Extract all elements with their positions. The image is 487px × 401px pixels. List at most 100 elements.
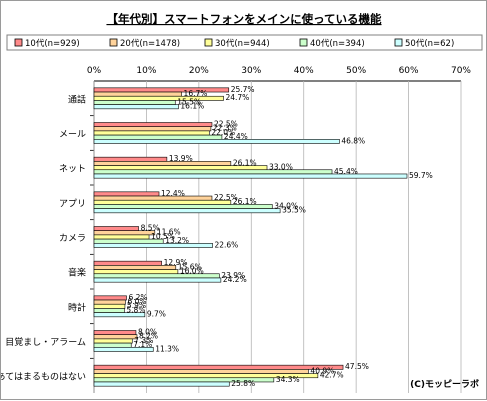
bar <box>93 100 176 105</box>
bar <box>93 195 213 201</box>
bar <box>93 234 150 240</box>
legend-label: 10代(n=929) <box>25 38 80 49</box>
legend: 10代(n=929) 20代(n=1478) 30代(n=944) 40代(n=394… <box>6 34 483 51</box>
value-label: 12.9% <box>164 258 188 267</box>
value-label: 40.9% <box>310 366 334 375</box>
bar <box>93 199 232 205</box>
value-label: 13.2% <box>165 236 189 245</box>
value-label: 34.3% <box>276 375 300 384</box>
x-tick-label: 20% <box>189 66 209 76</box>
bar <box>93 208 281 214</box>
category-label: 時計 <box>68 301 86 313</box>
x-tick-label: 0% <box>87 66 102 76</box>
legend-swatch <box>204 38 213 47</box>
bar <box>93 299 126 305</box>
category-label: ネット <box>59 164 86 175</box>
legend-swatch <box>299 38 308 47</box>
bar <box>93 173 408 179</box>
value-label: 7.1% <box>133 340 152 349</box>
bar <box>93 139 340 144</box>
value-label: 33.0% <box>269 163 293 172</box>
bar <box>93 161 232 166</box>
value-label: 6.2% <box>129 293 148 302</box>
value-label: 13.9% <box>169 154 193 163</box>
bar <box>93 277 222 283</box>
value-label: 25.7% <box>231 85 255 94</box>
value-label: 16.1% <box>180 102 204 111</box>
bar <box>93 226 139 231</box>
bar <box>93 191 160 197</box>
value-label: 22.5% <box>214 120 238 129</box>
value-label: 11.6% <box>157 228 181 237</box>
value-label: 8.0% <box>138 328 157 337</box>
category-label: 通話 <box>68 93 86 105</box>
value-label: 11.3% <box>155 344 179 353</box>
legend-swatch <box>109 38 118 47</box>
x-tick-label: 40% <box>294 66 314 76</box>
value-label: 16.7% <box>184 89 208 98</box>
x-tick-label: 70% <box>451 66 471 76</box>
legend-label: 20代(n=1478) <box>120 38 180 49</box>
value-label: 22.5% <box>214 193 238 202</box>
bar <box>93 87 230 93</box>
bars <box>93 87 408 387</box>
value-label: 16.0% <box>180 267 204 276</box>
bar <box>93 126 212 132</box>
category-label: アプリ <box>59 198 86 209</box>
value-label: 7.3% <box>134 336 153 345</box>
chart-title: 【年代別】スマートフォンをメインに使っている機能 <box>106 12 382 26</box>
bar <box>93 134 223 140</box>
bar <box>93 312 146 318</box>
bar <box>93 342 132 348</box>
value-label: 15.6% <box>178 262 202 271</box>
x-tick-label: 10% <box>136 66 156 76</box>
bar <box>93 381 230 387</box>
value-label: 8.2% <box>139 332 158 341</box>
value-label: 25.8% <box>231 379 255 388</box>
value-label: 59.7% <box>409 171 433 180</box>
legend-label: 50代(n=62) <box>405 38 454 49</box>
category-label: 目覚まし・アラーム <box>5 336 86 348</box>
bar <box>93 104 179 110</box>
value-label: 24.4% <box>224 132 248 141</box>
bar <box>93 269 179 275</box>
x-tick-label: 50% <box>346 66 366 76</box>
value-label: 22.3% <box>213 124 237 133</box>
value-label: 45.4% <box>334 167 358 176</box>
value-label: 34.0% <box>274 201 298 210</box>
value-label: 23.9% <box>221 271 245 280</box>
value-label: 26.1% <box>233 158 257 167</box>
bar <box>93 334 138 340</box>
bar <box>93 338 133 344</box>
bar <box>93 243 213 248</box>
value-label: 5.8% <box>126 305 145 314</box>
value-label: 15.5% <box>177 97 201 106</box>
value-label: 47.5% <box>345 362 369 371</box>
legend-label: 30代(n=944) <box>215 38 270 49</box>
bar <box>93 91 182 97</box>
value-label: 24.7% <box>225 93 249 102</box>
bar <box>93 295 127 301</box>
x-tick-label: 30% <box>241 66 261 76</box>
value-label: 24.2% <box>223 275 247 284</box>
value-label: 6.0% <box>127 297 146 306</box>
bar <box>93 169 333 175</box>
value-label: 9.7% <box>147 310 166 319</box>
bar <box>93 308 125 313</box>
value-label: 22.0% <box>211 128 235 137</box>
bar <box>93 346 154 352</box>
value-label: 26.1% <box>233 197 257 206</box>
bar <box>93 122 213 127</box>
category-label: カメラ <box>59 233 86 244</box>
credit-text: (C)モッピーラボ <box>410 378 479 390</box>
value-label: 5.9% <box>127 301 146 310</box>
legend-box <box>6 34 483 51</box>
bar <box>93 364 344 370</box>
legend-swatch <box>394 38 403 47</box>
value-label: 22.6% <box>214 240 238 249</box>
bar <box>93 130 210 136</box>
legend-label: 40代(n=394) <box>310 38 365 49</box>
category-label: あてはまるものはない <box>1 372 86 383</box>
